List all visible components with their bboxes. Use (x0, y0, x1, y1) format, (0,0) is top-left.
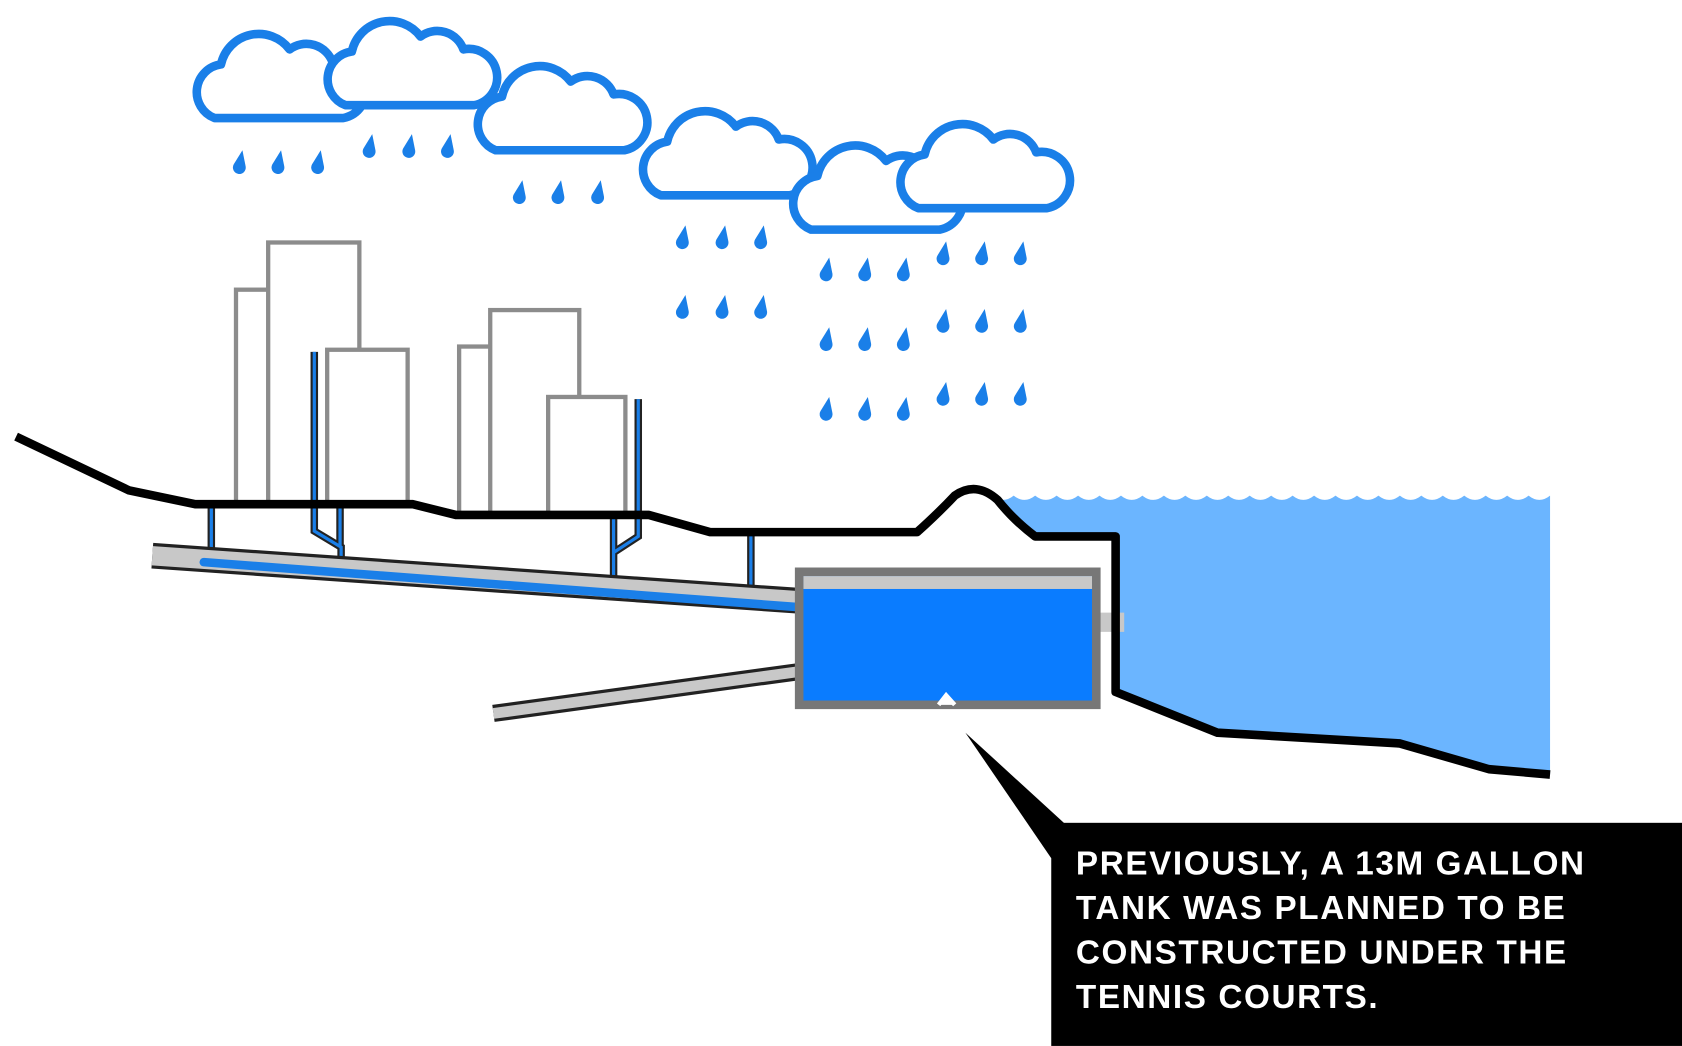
raindrop (975, 241, 989, 266)
raindrop (1013, 241, 1027, 266)
raindrop (402, 134, 416, 158)
raindrop (1013, 308, 1027, 333)
raindrop (936, 381, 950, 406)
raindrop (715, 295, 729, 319)
raindrop (551, 180, 565, 205)
raindrop (512, 180, 526, 205)
raindrop (819, 396, 833, 421)
ground (14, 432, 1551, 779)
clouds (197, 21, 1070, 230)
storage-tank (794, 567, 1101, 710)
raindrop (858, 257, 872, 282)
raindrop (975, 308, 989, 333)
callout: PREVIOUSLY, A 13M GALLON TANK WAS PLANNED… (965, 732, 1682, 1046)
raindrop (675, 225, 689, 250)
raindrop (754, 225, 768, 250)
callout-line: TANK WAS PLANNED TO BE (1076, 890, 1566, 927)
raindrop (858, 396, 872, 421)
raindrop (896, 257, 910, 282)
raindrop (936, 308, 950, 333)
raindrop (440, 134, 454, 158)
raindrop (936, 241, 950, 266)
raindrop (819, 327, 833, 351)
raindrop (675, 295, 689, 319)
raindrop (819, 257, 833, 282)
raindrop (858, 327, 872, 351)
raindrop (232, 150, 246, 174)
pipes (151, 542, 1125, 722)
raindrop (975, 381, 989, 406)
buildings (233, 240, 628, 518)
callout-line: CONSTRUCTED UNDER THE (1076, 934, 1568, 971)
raindrop (271, 150, 285, 174)
raindrop (896, 396, 910, 421)
raindrop (1013, 381, 1027, 406)
raindrop (311, 150, 325, 174)
callout-line: TENNIS COURTS. (1076, 979, 1379, 1016)
raindrop (362, 134, 376, 158)
downspouts (207, 351, 755, 588)
raindrop (715, 225, 729, 250)
river-water (992, 495, 1551, 775)
raindrop (591, 180, 605, 205)
raindrop (896, 327, 910, 351)
raindrop (754, 295, 768, 319)
callout-line: PREVIOUSLY, A 13M GALLON (1076, 845, 1586, 882)
